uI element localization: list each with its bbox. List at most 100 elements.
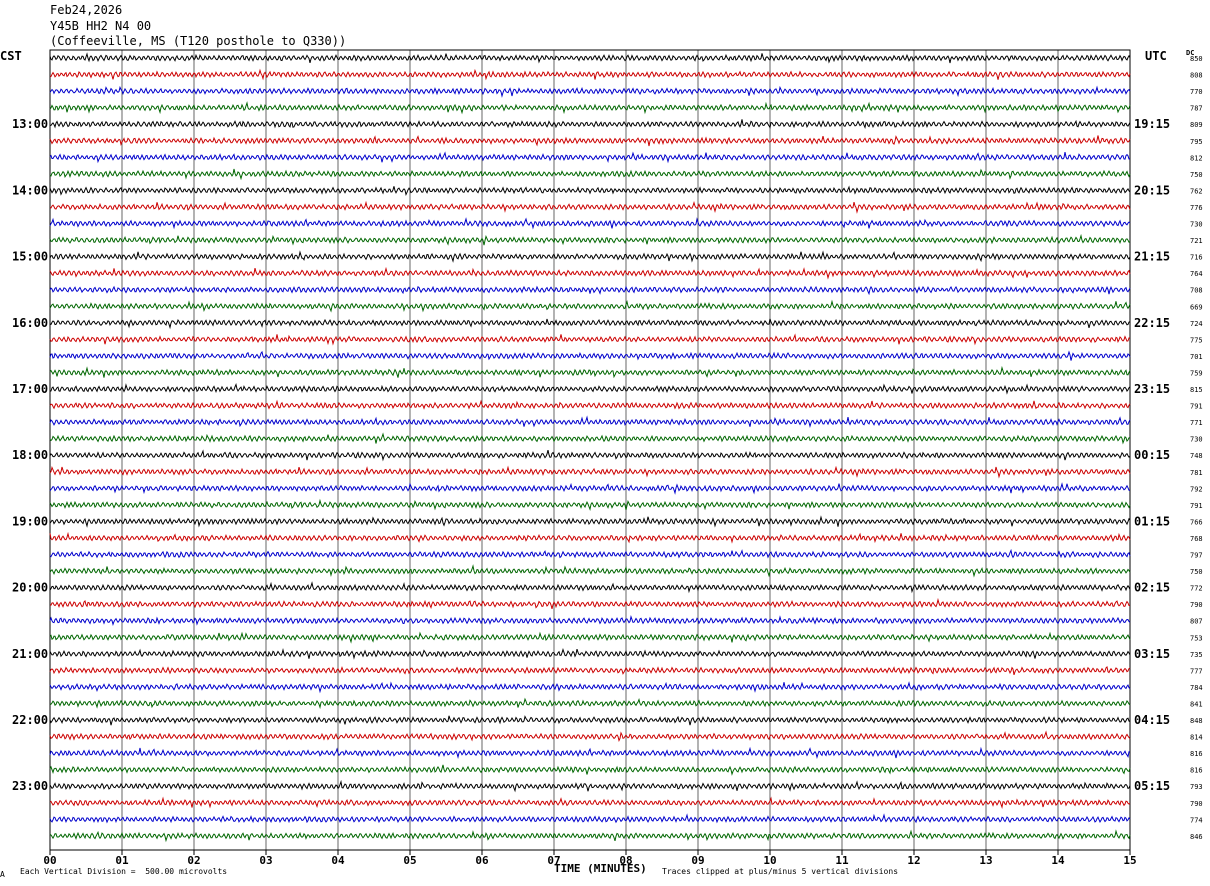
header-date: Feb24,2026 xyxy=(50,3,123,17)
dc-offset-label: 791 xyxy=(1190,403,1203,411)
seismic-trace xyxy=(49,85,1131,98)
seismic-trace xyxy=(49,764,1131,776)
left-hour-label: 16:00 xyxy=(12,316,48,330)
dc-offset-label: 669 xyxy=(1190,303,1203,311)
x-tick-label: 13 xyxy=(979,854,992,867)
seismic-trace xyxy=(49,52,1131,64)
right-timezone-label: UTC xyxy=(1145,49,1167,63)
scale-note: Each Vertical Division = 500.00 microvol… xyxy=(20,867,228,876)
dc-offset-label: 759 xyxy=(1190,369,1203,377)
dc-offset-label: 791 xyxy=(1190,502,1203,510)
seismic-trace xyxy=(49,681,1131,694)
dc-offset-label: 816 xyxy=(1190,750,1203,758)
seismic-trace xyxy=(49,465,1131,479)
dc-offset-label: 841 xyxy=(1190,700,1203,708)
dc-offset-label: 762 xyxy=(1190,187,1203,195)
right-hour-label: 01:15 xyxy=(1134,514,1170,528)
x-tick-label: 11 xyxy=(835,854,849,867)
clip-note: Traces clipped at plus/minus 5 vertical … xyxy=(662,867,899,876)
dc-offset-label: 816 xyxy=(1190,767,1203,775)
left-hour-label: 21:00 xyxy=(12,647,48,661)
seismic-trace xyxy=(49,233,1131,246)
seismic-trace xyxy=(49,415,1131,429)
dc-offset-label: 764 xyxy=(1190,270,1203,278)
dc-offset-label: 812 xyxy=(1190,154,1203,162)
dc-offset-label: 753 xyxy=(1190,634,1203,642)
x-tick-label: 04 xyxy=(331,854,345,867)
seismic-trace xyxy=(49,796,1131,810)
seismic-trace xyxy=(49,365,1131,379)
dc-offset-label: 790 xyxy=(1190,601,1203,609)
dc-offset-label: 721 xyxy=(1190,237,1203,245)
seismic-trace xyxy=(49,482,1130,495)
seismic-trace xyxy=(49,631,1131,644)
seismic-trace xyxy=(49,697,1131,710)
corner-mark: A xyxy=(0,870,5,879)
dc-offset-label: 772 xyxy=(1190,585,1203,593)
header-station: Y45B HH2 N4 00 xyxy=(50,19,152,33)
left-hour-label: 14:00 xyxy=(12,183,48,197)
seismic-trace xyxy=(49,333,1131,346)
dc-offset-label: 771 xyxy=(1190,419,1203,427)
dc-offset-label: 814 xyxy=(1190,734,1203,742)
seismic-trace xyxy=(49,647,1131,660)
left-hour-label: 18:00 xyxy=(12,448,48,462)
seismic-trace xyxy=(49,168,1131,181)
left-timezone-label: CST xyxy=(0,49,22,63)
x-tick-label: 09 xyxy=(691,854,704,867)
dc-offset-label: 795 xyxy=(1190,138,1203,146)
seismic-trace xyxy=(49,730,1131,743)
left-hour-label: 22:00 xyxy=(12,713,48,727)
seismic-trace xyxy=(49,266,1131,280)
left-hour-label: 13:00 xyxy=(12,117,48,131)
seismic-trace xyxy=(49,101,1131,115)
dc-offset-label: 750 xyxy=(1190,568,1203,576)
dc-offset-label: 793 xyxy=(1190,783,1203,791)
dc-offset-label: 846 xyxy=(1190,833,1203,841)
right-hour-label: 04:15 xyxy=(1134,713,1170,727)
x-tick-label: 05 xyxy=(403,854,416,867)
x-tick-label: 02 xyxy=(187,854,200,867)
dc-offset-label: 784 xyxy=(1190,684,1203,692)
seismic-trace xyxy=(49,666,1131,676)
seismic-trace xyxy=(49,829,1131,843)
seismic-trace xyxy=(49,432,1131,445)
dc-offset-label: 808 xyxy=(1190,72,1203,80)
x-tick-label: 03 xyxy=(259,854,272,867)
x-tick-label: 06 xyxy=(475,854,489,867)
seismic-trace xyxy=(49,318,1131,330)
dc-offset-label: 792 xyxy=(1190,485,1203,493)
right-hour-label: 22:15 xyxy=(1134,316,1170,330)
dc-offset-label: 809 xyxy=(1190,121,1203,129)
dc-offset-label: 716 xyxy=(1190,254,1203,262)
x-tick-label: 15 xyxy=(1123,854,1136,867)
right-hour-label: 19:15 xyxy=(1134,117,1170,131)
dc-offset-label: 850 xyxy=(1190,55,1203,63)
plot-frame xyxy=(49,49,1131,851)
dc-offset-label: 797 xyxy=(1190,552,1203,560)
dc-offset-label: 807 xyxy=(1190,618,1203,626)
seismic-trace xyxy=(49,715,1131,726)
left-hour-label: 17:00 xyxy=(12,382,48,396)
seismic-trace xyxy=(49,548,1131,559)
x-tick-label: 01 xyxy=(115,854,129,867)
x-tick-label: 07 xyxy=(547,854,560,867)
seismic-trace xyxy=(49,68,1131,81)
header-location: (Coffeeville, MS (T120 posthole to Q330)… xyxy=(50,34,347,48)
dc-offset-label: 815 xyxy=(1190,386,1203,394)
dc-offset-label: 770 xyxy=(1190,88,1203,96)
dc-offset-label: 781 xyxy=(1190,469,1203,477)
x-tick-label: 12 xyxy=(907,854,920,867)
dc-offset-label: 730 xyxy=(1190,436,1203,444)
x-axis-title: TIME (MINUTES) xyxy=(554,862,647,875)
dc-header-label: DC xyxy=(1186,49,1195,57)
x-tick-label: 14 xyxy=(1051,854,1065,867)
right-hour-label: 00:15 xyxy=(1134,448,1170,462)
dc-offset-label: 750 xyxy=(1190,171,1203,179)
seismic-trace xyxy=(49,200,1131,214)
dc-offset-label: 787 xyxy=(1190,105,1203,113)
dc-offset-label: 774 xyxy=(1190,816,1203,824)
dc-offset-label: 776 xyxy=(1190,204,1203,212)
dc-offset-label: 777 xyxy=(1190,667,1203,675)
left-hour-label: 19:00 xyxy=(12,514,48,528)
